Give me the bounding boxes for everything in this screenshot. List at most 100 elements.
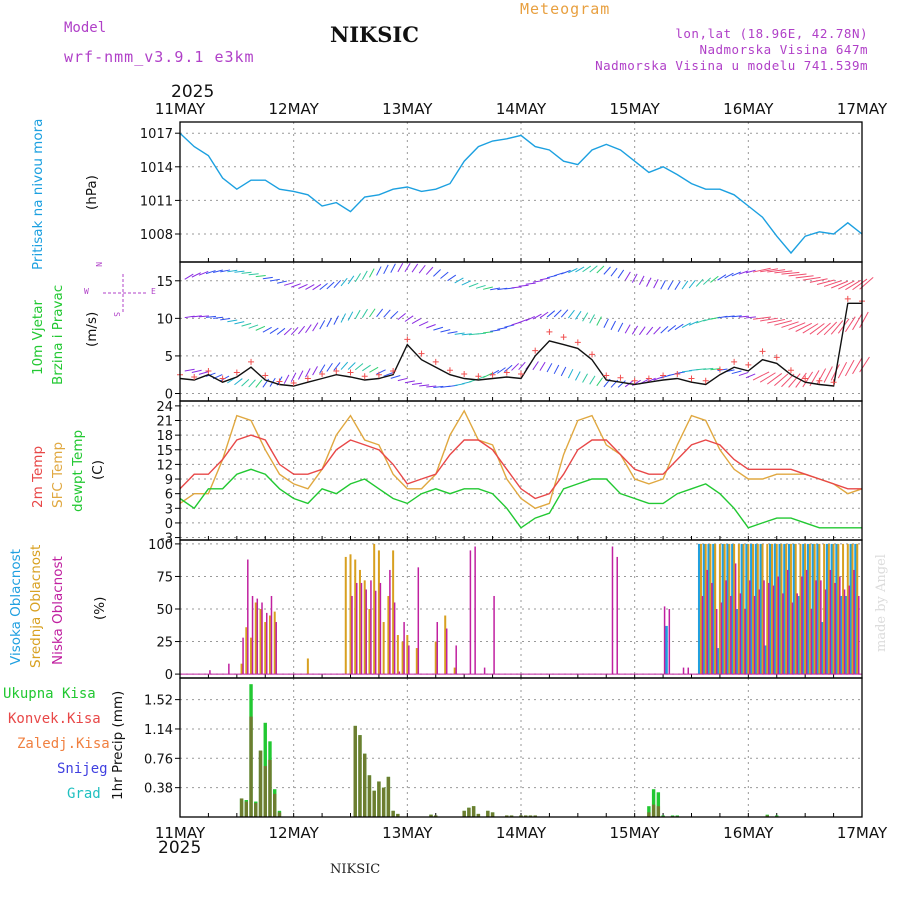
wind-barb xyxy=(361,308,368,318)
cloud-bar xyxy=(417,567,420,675)
wind-barb xyxy=(518,318,529,324)
cloud-bar xyxy=(824,589,827,675)
legend-total-rain: Ukupna Kisa xyxy=(3,686,96,702)
wind-barb xyxy=(340,361,349,370)
wind-barb xyxy=(433,269,441,277)
wind-barb xyxy=(831,280,849,289)
cloud-bar xyxy=(735,609,739,675)
wind-barb xyxy=(241,271,252,274)
wind-barb xyxy=(305,284,315,290)
cloud-bar xyxy=(228,663,230,675)
cloud-bar xyxy=(820,580,822,675)
wind-barb xyxy=(617,322,624,332)
precip-convective-bar xyxy=(509,815,514,817)
cloud-bar xyxy=(810,609,813,675)
y-tick-label: 18 xyxy=(156,429,173,444)
cloud-bar xyxy=(392,550,395,675)
wind-barb xyxy=(205,270,216,275)
cloud-bar xyxy=(370,580,372,675)
cloud-bar xyxy=(846,543,849,675)
wind-barb xyxy=(369,268,375,278)
wind-gust-marker xyxy=(816,377,823,384)
wind-barb xyxy=(539,311,549,319)
bottom-day-label: 14MAY xyxy=(496,824,547,842)
wind-gust-marker xyxy=(390,367,397,374)
cloud-bar xyxy=(664,625,668,675)
cloud-bar xyxy=(374,590,377,675)
wind-barb xyxy=(681,280,689,290)
precip-convective-bar xyxy=(244,801,249,817)
cloud-bar xyxy=(813,543,816,675)
cloud-bar xyxy=(802,543,806,675)
wind-gust-marker xyxy=(546,328,553,335)
top-day-label: 11MAY xyxy=(155,100,206,118)
precip-convective-bar xyxy=(467,807,471,817)
cloud-bar xyxy=(616,556,618,675)
cloud-bar xyxy=(842,543,845,675)
wind-gust-marker xyxy=(304,375,311,382)
wind-barb xyxy=(248,324,259,329)
wind-gust-marker xyxy=(802,375,809,382)
y-tick-label: 25 xyxy=(156,636,173,651)
cloud-bar xyxy=(715,609,718,675)
precip-convective-bar xyxy=(396,813,400,817)
cloud-bar xyxy=(827,543,830,675)
cloud-bar xyxy=(858,595,860,675)
wind-barb xyxy=(354,273,361,283)
wind-barb xyxy=(568,267,578,274)
cloud-bar xyxy=(270,595,273,675)
cloud-bar xyxy=(261,602,263,675)
wind-barb xyxy=(347,311,354,321)
wind-barb xyxy=(816,322,831,336)
wind-barb xyxy=(745,373,756,379)
model-label: Model xyxy=(64,20,107,36)
wind-barb xyxy=(539,277,550,281)
cloud-bar xyxy=(254,602,257,675)
wind-barb xyxy=(653,279,659,289)
wind-barb xyxy=(717,274,727,281)
cloud-bar xyxy=(406,635,409,675)
wind-barb xyxy=(802,371,814,388)
wind-barb xyxy=(326,281,335,290)
wind-barb xyxy=(539,361,546,371)
wind-barb xyxy=(631,273,638,283)
wind-barb xyxy=(418,321,429,327)
wind-barb xyxy=(383,264,389,275)
wind-barb xyxy=(575,266,585,273)
wind-barb xyxy=(767,269,786,273)
cloud-bar xyxy=(483,667,486,675)
cloud-bar xyxy=(825,543,829,675)
cloud-bar xyxy=(365,589,367,675)
precip-convective-bar xyxy=(429,814,433,817)
cloud-bar xyxy=(725,580,727,675)
cloud-bar xyxy=(789,543,792,675)
wind-barb xyxy=(646,326,654,336)
wind-barb xyxy=(788,322,806,331)
cloud-bar xyxy=(839,576,841,675)
wind-barb xyxy=(731,370,742,375)
wind-barb xyxy=(638,275,645,286)
cloud-bar xyxy=(797,595,801,675)
wind-barb xyxy=(767,318,786,324)
wind-barb xyxy=(738,270,749,275)
bottom-day-label: 12MAY xyxy=(269,824,320,842)
wind-barb xyxy=(283,327,292,336)
bottom-day-label: 16MAY xyxy=(723,824,774,842)
precip-convective-bar xyxy=(519,815,523,817)
wind-barb xyxy=(610,267,618,277)
cloud-bar xyxy=(821,622,825,675)
wind-barb xyxy=(852,358,863,375)
cloud-bar xyxy=(344,556,347,675)
cloud-bar xyxy=(408,645,410,675)
wind-barb xyxy=(198,270,209,276)
wind-barb xyxy=(774,320,792,326)
top-day-label: 13MAY xyxy=(382,100,433,118)
wind-barb xyxy=(788,273,807,277)
cloud-bar xyxy=(256,598,259,675)
precip-convective-bar xyxy=(254,803,258,817)
wind-barb xyxy=(511,363,520,371)
top-day-label: 12MAY xyxy=(269,100,320,118)
bottom-day-label: 13MAY xyxy=(382,824,433,842)
wind-barb xyxy=(710,275,719,283)
cloud-bar xyxy=(856,543,859,675)
